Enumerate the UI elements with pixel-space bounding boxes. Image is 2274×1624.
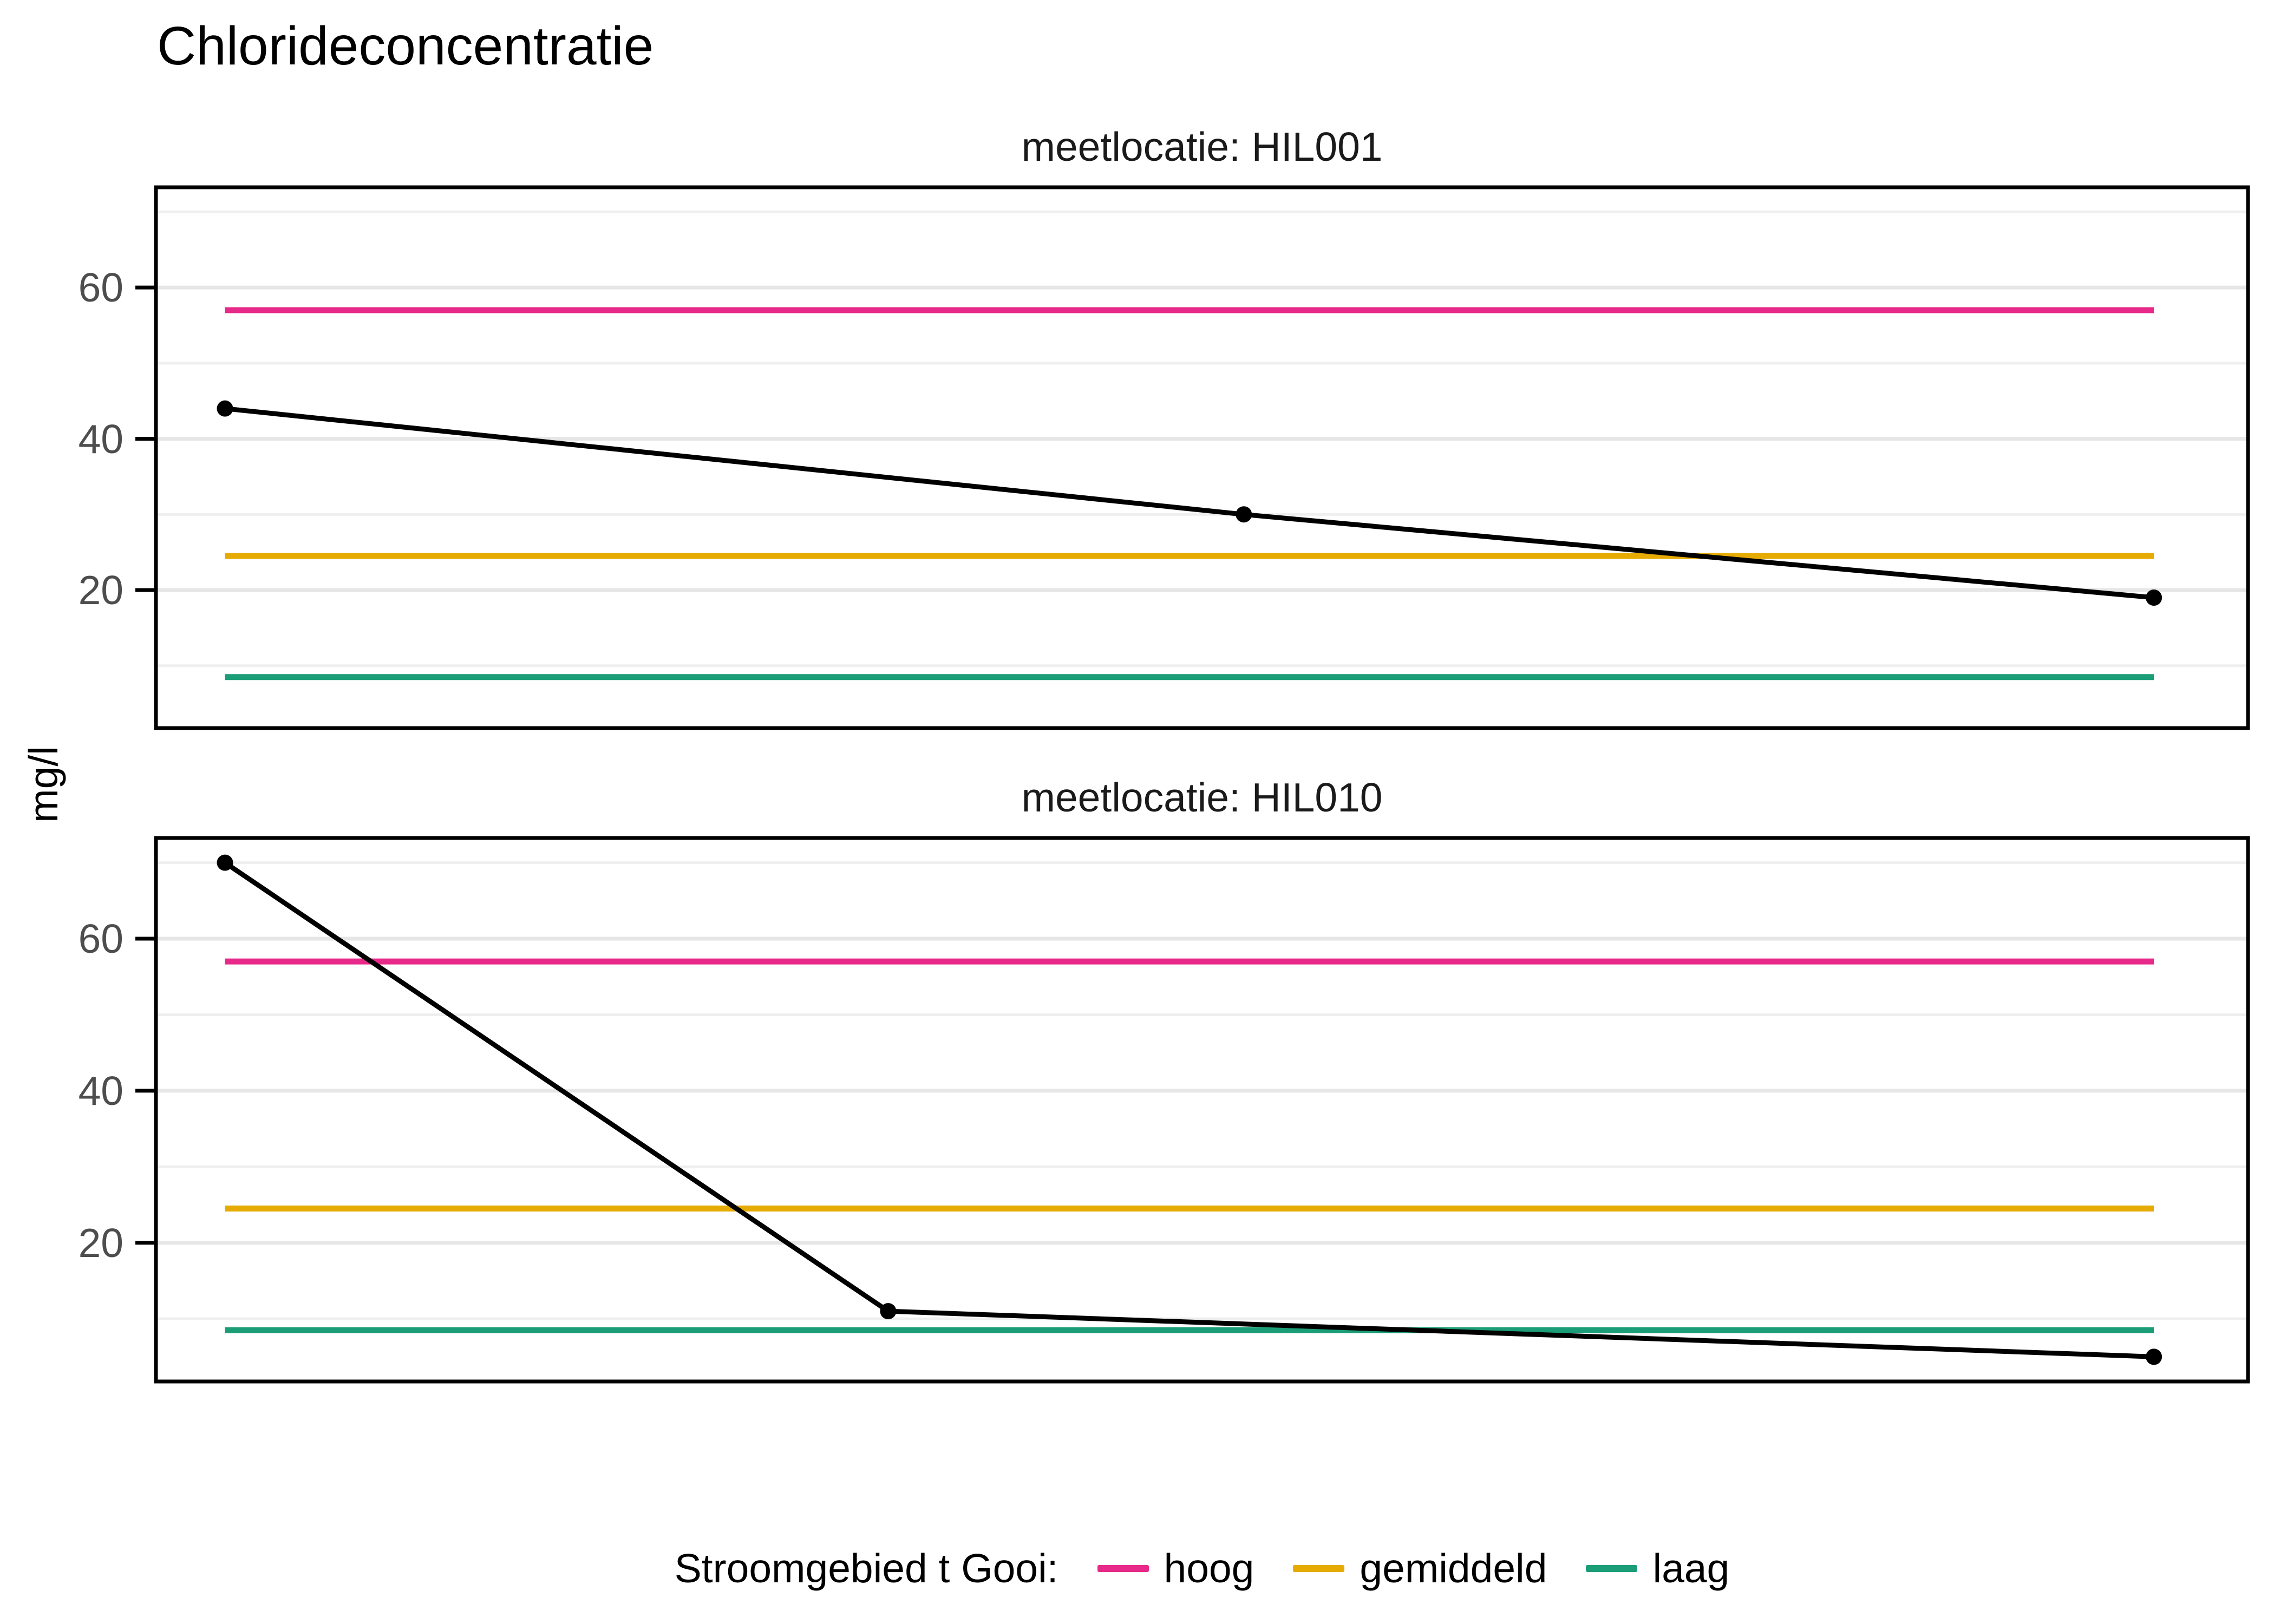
data-point [880,1303,897,1320]
facet-panel-2 [135,836,2250,1384]
data-point [217,400,233,417]
legend-item-laag: laag [1586,1538,1729,1598]
y-axis-tick-label: 20 [78,1220,123,1266]
y-axis-tick-label: 60 [78,916,123,962]
data-point [1236,506,1252,523]
legend-label: gemiddeld [1360,1546,1547,1591]
legend-key-line-gemiddeld [1293,1564,1345,1572]
facet-strip-hil010: meetlocatie: HIL010 [1021,775,1383,820]
legend-label: laag [1652,1546,1730,1591]
data-line [223,860,2154,1359]
y-axis-tick-label: 20 [78,567,123,613]
data-point [2146,589,2162,606]
legend-key-line-laag [1586,1564,1638,1572]
facet-strip-hil001: meetlocatie: HIL001 [1021,124,1383,169]
legend-key-line-hoog [1097,1564,1149,1572]
y-axis-tick-label: 40 [78,1068,123,1114]
y-axis-tick-label: 40 [78,416,123,462]
data-point [217,854,233,871]
data-point [2146,1348,2162,1365]
legend: Stroomgebied t Gooi: hoog gemiddeld laag [156,1538,2248,1598]
facet-panel-1 [135,185,2250,730]
chart-title: Chlorideconcentratie [157,16,654,76]
panel-border [154,185,2250,730]
y-axis-title: mg/l [21,746,66,823]
legend-title: Stroomgebied t Gooi: [674,1546,1058,1591]
panel-border [154,836,2250,1384]
legend-label: hoog [1164,1546,1254,1591]
legend-item-hoog: hoog [1097,1538,1254,1598]
y-axis-tick-label: 60 [78,265,123,311]
legend-item-gemiddeld: gemiddeld [1293,1538,1547,1598]
